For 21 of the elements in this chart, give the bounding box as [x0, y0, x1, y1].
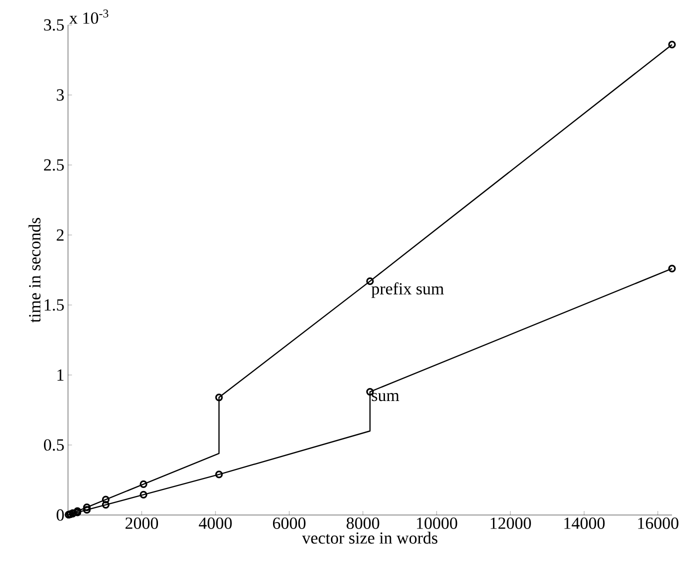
x-tick-label: 8000 — [346, 518, 380, 529]
y-tick-label: 2.5 — [44, 159, 64, 171]
y-tick-label: 3.5 — [44, 19, 64, 31]
text: x 10$^{-3}$ — [69, 10, 108, 24]
x-tick-label: 4000 — [198, 518, 232, 529]
annotation: sum — [372, 392, 400, 402]
x-tick-label: 14000 — [564, 518, 605, 529]
y-tick-label: 3 — [56, 89, 64, 101]
y-tick-label: 2 — [56, 229, 64, 241]
x-tick-label: 12000 — [490, 518, 531, 529]
x-tick-label: 10000 — [416, 518, 458, 529]
x-axis-title: vector size in words — [302, 532, 438, 544]
y-tick-label: 1 — [57, 369, 64, 381]
x-tick-label: 16000 — [638, 518, 678, 529]
x-tick-label: 6000 — [272, 518, 306, 529]
y-axis-title: time in seconds — [28, 218, 40, 323]
x-tick-label: 2000 — [126, 518, 158, 529]
y-tick-label: 0.5 — [44, 439, 64, 451]
y-tick-label: 1.5 — [44, 299, 64, 311]
y-tick-label: 0 — [56, 509, 64, 521]
annotation: prefix sum — [371, 282, 444, 298]
